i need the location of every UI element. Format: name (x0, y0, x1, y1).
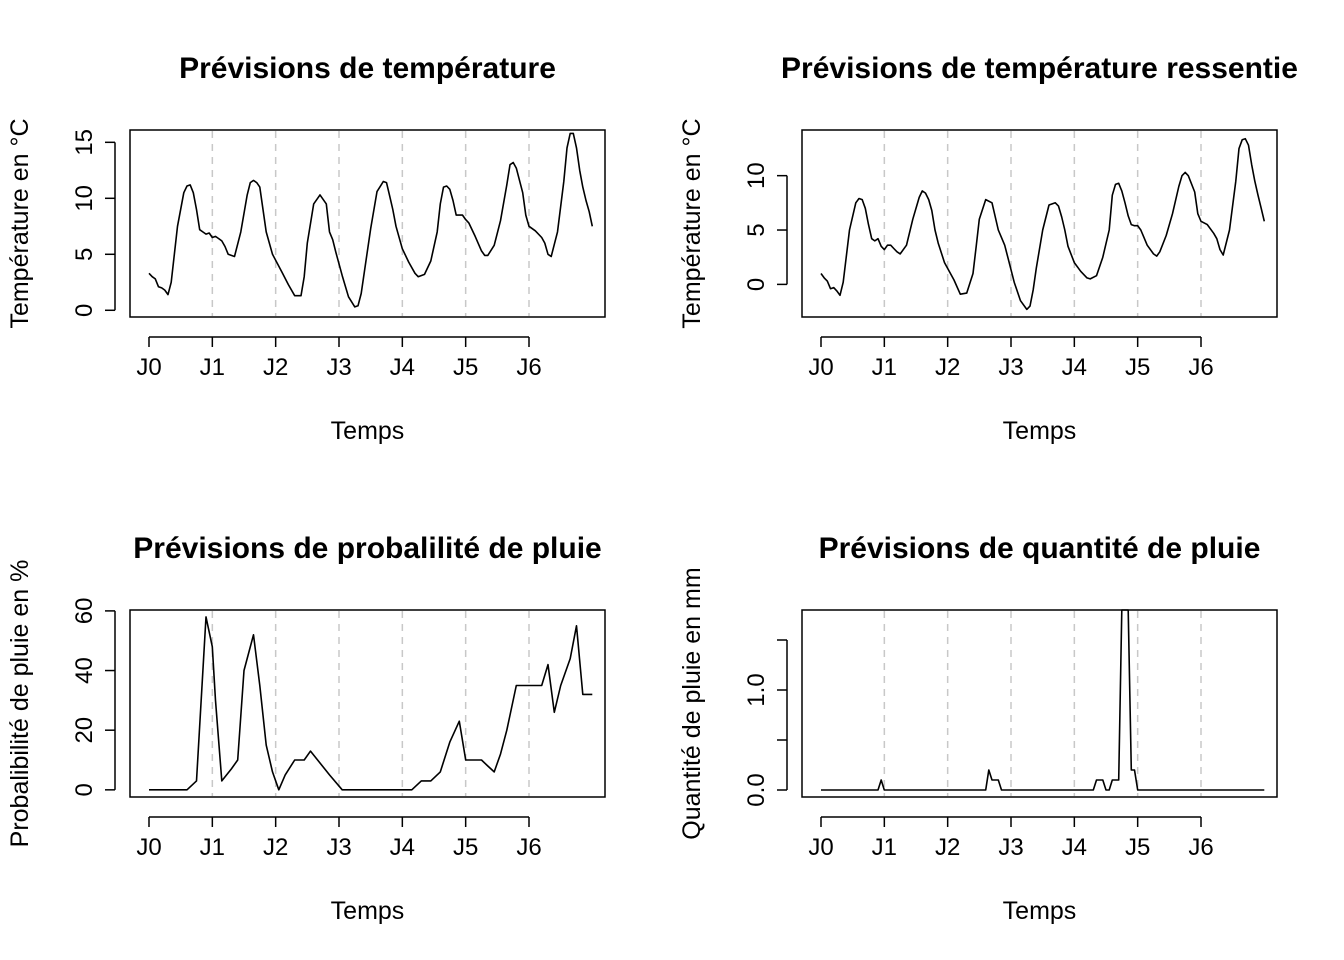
chart-title: Prévisions de probalilité de pluie (133, 532, 601, 565)
y-axis-label: Quantité de pluie en mm (678, 567, 706, 839)
plot-frame (129, 609, 606, 798)
y-tick-label: 0 (743, 278, 770, 291)
panel-rain-probability: Prévisions de probalilité de pluie Temps… (6, 532, 606, 925)
x-tick-label: J5 (1125, 354, 1150, 381)
chart-title: Prévisions de quantité de pluie (819, 532, 1261, 565)
panel-felt-temperature: Prévisions de température ressentie Temp… (678, 52, 1298, 445)
x-tick-label: J2 (263, 354, 288, 381)
y-tick-label: 0 (71, 304, 98, 317)
data-line (821, 609, 1265, 791)
y-axis-label: Température en °C (678, 118, 706, 328)
y-axis-label: Probalibilité de pluie en % (6, 560, 34, 848)
x-tick-label: J2 (935, 834, 960, 861)
x-tick-label: J0 (136, 834, 161, 861)
x-tick-label: J4 (1062, 834, 1087, 861)
x-tick-label: J5 (453, 354, 478, 381)
x-tick-label: J0 (136, 354, 161, 381)
chart-title: Prévisions de température ressentie (781, 52, 1298, 85)
x-tick-label: J6 (516, 354, 541, 381)
x-tick-label: J5 (1125, 834, 1150, 861)
panel-temperature: Prévisions de température Temps Températ… (6, 52, 606, 445)
x-tick-label: J1 (872, 834, 897, 861)
plot-frame (129, 129, 606, 318)
data-line (148, 132, 594, 308)
data-line (149, 616, 593, 791)
x-tick-label: J4 (390, 834, 415, 861)
x-tick-label: J5 (453, 834, 478, 861)
panel-rain-amount: Prévisions de quantité de pluie Temps Qu… (678, 532, 1278, 925)
x-tick-label: J3 (326, 354, 351, 381)
y-tick-label: 20 (71, 717, 98, 744)
x-tick-label: J6 (1188, 834, 1213, 861)
y-tick-label: 15 (71, 129, 98, 156)
y-tick-label: 1.0 (743, 673, 770, 706)
x-tick-label: J0 (808, 834, 833, 861)
x-tick-label: J2 (935, 354, 960, 381)
chart-title: Prévisions de température (179, 52, 556, 85)
y-tick-label: 10 (71, 185, 98, 212)
y-tick-label: 40 (71, 657, 98, 684)
data-line (820, 137, 1266, 311)
x-axis-label: Temps (1003, 417, 1077, 445)
plot-frame (801, 609, 1278, 798)
y-tick-label: 5 (71, 248, 98, 261)
x-tick-label: J1 (200, 354, 225, 381)
x-tick-label: J2 (263, 834, 288, 861)
x-tick-label: J6 (516, 834, 541, 861)
y-tick-label: 0 (71, 783, 98, 796)
x-tick-label: J3 (326, 834, 351, 861)
x-tick-label: J3 (998, 354, 1023, 381)
x-tick-label: J4 (1062, 354, 1087, 381)
y-tick-label: 10 (743, 162, 770, 189)
x-tick-label: J0 (808, 354, 833, 381)
y-tick-label: 60 (71, 598, 98, 625)
plot-frame (801, 129, 1278, 318)
x-tick-label: J6 (1188, 354, 1213, 381)
x-axis-label: Temps (331, 897, 405, 925)
x-tick-label: J1 (200, 834, 225, 861)
y-tick-label: 5 (743, 223, 770, 236)
y-axis-label: Température en °C (6, 118, 34, 328)
y-tick-label: 0.0 (743, 773, 770, 806)
x-tick-label: J3 (998, 834, 1023, 861)
x-tick-label: J1 (872, 354, 897, 381)
x-axis-label: Temps (1003, 897, 1077, 925)
x-axis-label: Temps (331, 417, 405, 445)
x-tick-label: J4 (390, 354, 415, 381)
